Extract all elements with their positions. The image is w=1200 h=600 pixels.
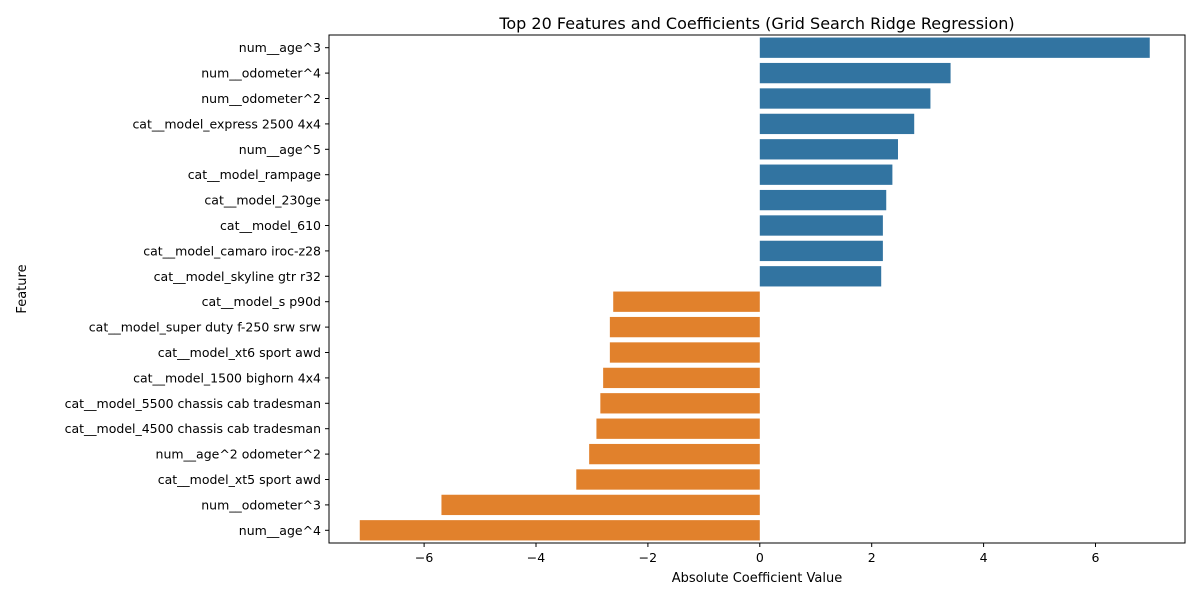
- bar: [589, 443, 760, 465]
- bar: [600, 393, 760, 414]
- y-tick-label: cat__model_1500 bighorn 4x4: [133, 370, 321, 385]
- bar: [576, 469, 760, 490]
- bar: [759, 88, 931, 109]
- y-tick-label: cat__model_camaro iroc-z28: [143, 243, 321, 258]
- y-tick-label: cat__model_610: [220, 218, 321, 233]
- y-tick-label: num__age^3: [239, 40, 321, 55]
- y-tick-label: num__odometer^2: [201, 91, 321, 106]
- bar: [759, 113, 915, 135]
- y-tick-label: cat__model_xt5 sport awd: [158, 472, 321, 487]
- bar: [609, 342, 760, 363]
- bar: [609, 316, 760, 338]
- bar: [759, 164, 893, 185]
- bar: [603, 367, 760, 389]
- y-tick-label: cat__model_230ge: [204, 193, 321, 208]
- y-tick-label: num__age^2 odometer^2: [156, 447, 321, 462]
- bar: [759, 37, 1150, 58]
- bar: [441, 494, 760, 516]
- y-tick-label: num__age^5: [239, 142, 321, 157]
- bar: [759, 240, 883, 262]
- y-tick-label: num__age^4: [239, 523, 321, 538]
- y-tick-label: cat__model_s p90d: [202, 294, 321, 309]
- bar: [759, 62, 951, 84]
- bars-group: [359, 37, 1150, 541]
- x-tick-label: 0: [756, 550, 764, 565]
- y-tick-label: cat__model_xt6 sport awd: [158, 345, 321, 360]
- x-tick-label: −6: [415, 550, 433, 565]
- bar: [759, 139, 898, 160]
- bar: [759, 266, 882, 287]
- bar: [613, 291, 760, 312]
- bar: [759, 189, 887, 211]
- y-tick-label: cat__model_skyline gtr r32: [154, 269, 321, 284]
- y-axis-ticks: num__age^3 num__odometer^4 num__odometer^2…: [65, 40, 329, 538]
- y-tick-label: cat__model_express 2500 4x4: [132, 116, 321, 131]
- bar: [359, 520, 760, 541]
- y-tick-label: cat__model_4500 chassis cab tradesman: [65, 421, 321, 436]
- plot-frame: [328, 34, 1186, 544]
- y-tick-label: cat__model_super duty f-250 srw srw: [89, 320, 321, 335]
- x-tick-label: 2: [868, 550, 876, 565]
- y-tick-label: num__odometer^3: [201, 497, 321, 512]
- x-tick-label: 4: [980, 550, 988, 565]
- y-axis-label: Feature: [15, 264, 30, 313]
- bar: [759, 215, 883, 236]
- y-tick-label: cat__model_5500 chassis cab tradesman: [65, 396, 321, 411]
- y-tick-label: num__odometer^4: [201, 66, 321, 81]
- x-tick-label: −4: [527, 550, 545, 565]
- x-tick-label: −2: [639, 550, 657, 565]
- y-tick-label: cat__model_rampage: [188, 167, 322, 182]
- x-axis-ticks: −6 −4 −2 0 2 4 6: [415, 543, 1100, 565]
- chart-title: Top 20 Features and Coefficients (Grid S…: [498, 14, 1014, 33]
- x-tick-label: 6: [1092, 550, 1100, 565]
- bar: [596, 418, 760, 439]
- x-axis-label: Absolute Coefficient Value: [672, 571, 842, 586]
